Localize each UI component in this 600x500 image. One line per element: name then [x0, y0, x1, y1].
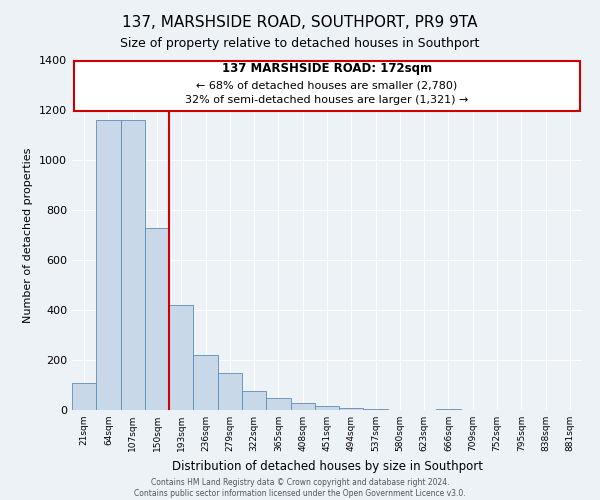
Bar: [145, 228, 169, 410]
Bar: [169, 305, 193, 410]
Text: 137 MARSHSIDE ROAD: 172sqm: 137 MARSHSIDE ROAD: 172sqm: [222, 62, 432, 76]
Bar: [436, 409, 461, 410]
Bar: [218, 372, 242, 410]
Bar: [266, 398, 290, 410]
Bar: [193, 355, 218, 410]
Text: ← 68% of detached houses are smaller (2,780): ← 68% of detached houses are smaller (2,…: [196, 80, 458, 90]
Text: 32% of semi-detached houses are larger (1,321) →: 32% of semi-detached houses are larger (…: [185, 95, 469, 105]
Bar: [242, 391, 266, 410]
Bar: [72, 383, 96, 410]
Bar: [121, 120, 145, 410]
Bar: [74, 62, 580, 112]
Bar: [315, 406, 339, 410]
Bar: [96, 120, 121, 410]
Bar: [339, 408, 364, 410]
Text: Contains HM Land Registry data © Crown copyright and database right 2024.
Contai: Contains HM Land Registry data © Crown c…: [134, 478, 466, 498]
Text: 137, MARSHSIDE ROAD, SOUTHPORT, PR9 9TA: 137, MARSHSIDE ROAD, SOUTHPORT, PR9 9TA: [122, 15, 478, 30]
Text: Size of property relative to detached houses in Southport: Size of property relative to detached ho…: [121, 38, 479, 51]
Y-axis label: Number of detached properties: Number of detached properties: [23, 148, 34, 322]
Bar: [364, 409, 388, 410]
X-axis label: Distribution of detached houses by size in Southport: Distribution of detached houses by size …: [172, 460, 482, 472]
Bar: [290, 402, 315, 410]
